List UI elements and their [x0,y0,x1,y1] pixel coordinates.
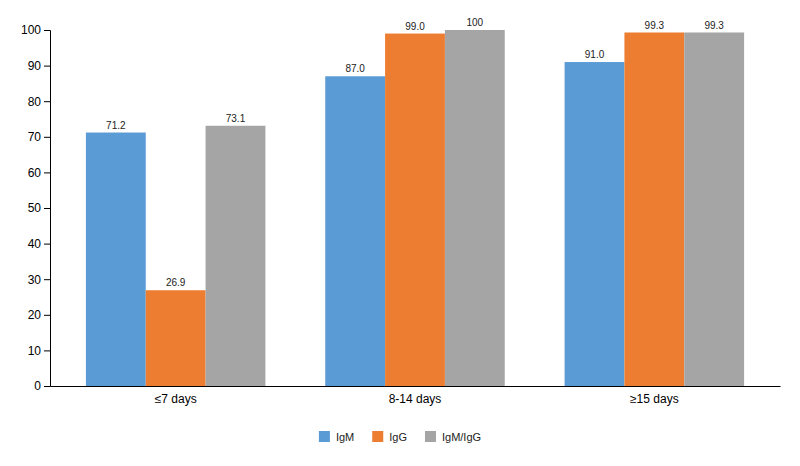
tick-label: 100 [21,23,41,37]
tick-label: ≤7 days [155,392,197,406]
plot: 0 10 20 30 40 50 60 70 80 90 100 ≤7 days 8-14 days ≥1… [21,17,781,406]
y-tick: 60 [28,166,50,180]
y-tick: 30 [28,273,50,287]
tick-mark [44,30,50,31]
legend-swatch [319,431,330,442]
data-label: 26.9 [166,277,186,288]
bar [624,32,684,386]
y-tick: 10 [28,344,50,358]
legend-item: IgM [319,431,354,443]
y-axis: 0 10 20 30 40 50 60 70 80 90 100 [21,23,51,393]
data-label: 99.0 [405,21,425,32]
legend: IgM IgG IgM/IgG [319,431,481,443]
x-tick: 8-14 days [389,392,442,406]
tick-mark [44,315,50,316]
y-tick: 90 [28,59,50,73]
tick-label: 90 [28,59,42,73]
data-label: 99.3 [704,19,724,30]
legend-swatch [425,431,436,442]
bars [86,30,744,386]
bar [445,30,505,386]
legend-label: IgM/IgG [442,431,481,443]
axis-line [51,386,781,387]
data-label: 71.2 [106,120,126,131]
tick-label: 40 [28,237,42,251]
y-tick: 100 [21,23,50,37]
data-label: 91.0 [585,49,605,60]
bar [325,76,385,386]
data-label: 99.3 [645,19,665,30]
legend-item: IgG [372,431,407,443]
bar [146,290,206,386]
y-tick: 80 [28,95,50,109]
tick-mark [44,172,50,173]
legend-label: IgG [389,431,407,443]
tick-mark [44,244,50,245]
bar [206,126,266,386]
legend-label: IgM [336,431,354,443]
x-axis: ≤7 days 8-14 days ≥15 days [51,387,781,406]
tick-mark [44,137,50,138]
tick-mark [44,279,50,280]
x-tick: ≤7 days [155,392,197,406]
data-labels: 71.2 87.0 91.0 26.9 99.0 99.3 73.1 100 99.3 [106,17,724,288]
data-label: 87.0 [345,63,365,74]
data-label: 73.1 [226,113,246,124]
bar [565,62,625,386]
legend-swatch [372,431,383,442]
tick-mark [44,386,50,387]
tick-label: ≥15 days [630,392,679,406]
tick-mark [44,208,50,209]
tick-mark [44,66,50,67]
tick-label: 0 [34,379,41,393]
y-tick: 20 [28,308,50,322]
tick-mark [44,350,50,351]
tick-label: 10 [28,344,42,358]
tick-mark [44,101,50,102]
tick-label: 80 [28,95,42,109]
y-tick: 50 [28,201,50,215]
tick-label: 30 [28,273,42,287]
bar [385,34,445,386]
y-tick: 40 [28,237,50,251]
x-tick: ≥15 days [630,392,679,406]
tick-label: 60 [28,166,42,180]
y-tick: 0 [34,379,50,393]
bar [86,133,146,386]
y-tick: 70 [28,130,50,144]
tick-label: 50 [28,201,42,215]
tick-label: 8-14 days [389,392,442,406]
tick-label: 20 [28,308,42,322]
legend-item: IgM/IgG [425,431,481,443]
axis-line [44,31,51,387]
bar [684,32,744,386]
data-label: 100 [466,17,483,28]
tick-label: 70 [28,130,42,144]
chart: 0 10 20 30 40 50 60 70 80 90 100 ≤7 days 8-14 days ≥1… [0,0,800,466]
